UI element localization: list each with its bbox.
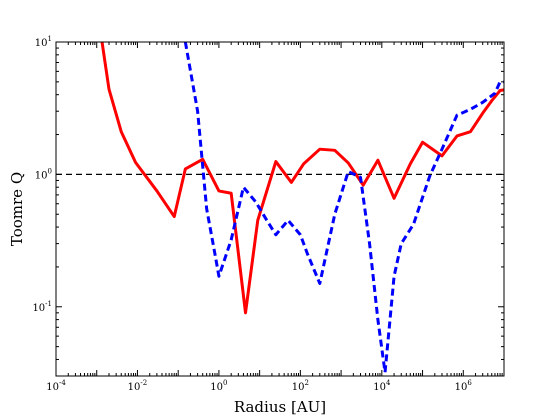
y-tick-label: 100 (35, 167, 52, 181)
plot-frame (55, 41, 505, 377)
x-tick-label: 100 (210, 379, 227, 393)
x-tick-label-exponent: -2 (140, 379, 147, 387)
x-tick-label-exponent: 6 (467, 379, 472, 387)
y-tick-label-exponent: 1 (48, 35, 52, 43)
tick-layer (55, 41, 505, 377)
series-layer (100, 42, 504, 374)
y-tick-label-exponent: -1 (45, 300, 52, 308)
x-axis-title: Radius [AU] (234, 398, 326, 416)
y-tick-label-base: 10 (35, 38, 48, 49)
x-tick-label: 104 (373, 379, 391, 393)
x-tick-label-exponent: 0 (223, 379, 227, 387)
series-line-2 (183, 42, 504, 374)
x-tick-label-base: 10 (373, 382, 386, 393)
x-tick-label-exponent: 2 (304, 379, 308, 387)
plot-area (56, 42, 504, 376)
x-tick-label-exponent: -4 (59, 379, 66, 387)
x-tick-label: 102 (292, 379, 309, 393)
x-tick-label-base: 10 (46, 382, 59, 393)
y-tick-label-exponent: 0 (48, 167, 52, 175)
x-tick-label-exponent: 4 (386, 379, 391, 387)
x-tick-label-base: 10 (128, 382, 141, 393)
x-tick-label-base: 10 (210, 382, 223, 393)
x-tick-label: 10-2 (128, 379, 148, 393)
y-tick-label: 10-1 (32, 300, 52, 314)
x-tick-label-base: 10 (292, 382, 305, 393)
y-tick-label-base: 10 (35, 170, 48, 181)
y-tick-label: 101 (35, 35, 52, 49)
x-tick-label-base: 10 (455, 382, 468, 393)
x-tick-label: 106 (455, 379, 473, 393)
y-axis-title: Toomre Q (8, 172, 26, 246)
x-tick-labels: 10-4 10-2 100 102 104 106 (46, 379, 472, 393)
x-tick-label: 10-4 (46, 379, 66, 393)
y-tick-label-base: 10 (32, 303, 45, 314)
series-line-1 (100, 42, 504, 315)
